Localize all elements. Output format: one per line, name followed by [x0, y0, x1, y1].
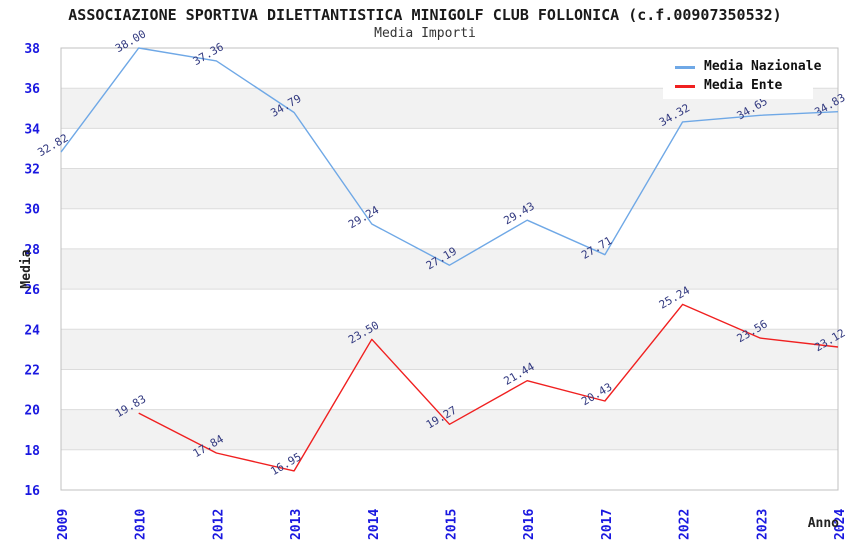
svg-text:16: 16	[24, 484, 40, 499]
series-line-0	[60, 47, 839, 266]
series-line-1	[138, 303, 839, 472]
svg-text:2009: 2009	[56, 509, 71, 540]
svg-text:30: 30	[24, 203, 40, 218]
svg-text:2022: 2022	[678, 509, 693, 540]
y-axis-ticks: 16 18 20 22 24 26 28 30 32 34 36 38	[24, 42, 40, 499]
svg-text:26: 26	[24, 283, 40, 298]
legend-label: Media Ente	[704, 78, 783, 93]
x-axis-title: Anno	[808, 516, 839, 531]
svg-text:38: 38	[24, 42, 40, 57]
svg-text:36: 36	[24, 82, 40, 97]
svg-text:18: 18	[24, 444, 40, 459]
svg-text:34: 34	[24, 122, 40, 137]
svg-text:2016: 2016	[522, 509, 537, 540]
svg-text:32: 32	[24, 163, 40, 178]
svg-text:2023: 2023	[755, 509, 770, 540]
svg-text:2012: 2012	[211, 509, 226, 540]
svg-text:24: 24	[24, 323, 40, 338]
chart-subtitle: Media Importi	[374, 26, 476, 41]
media-ente-line-swatch	[675, 84, 695, 88]
plot-frame	[60, 47, 839, 491]
svg-text:22: 22	[24, 364, 40, 379]
legend: Media Nazionale Media Ente	[663, 54, 821, 99]
plot-bands	[61, 48, 838, 490]
y-axis-title: Media	[19, 249, 34, 288]
svg-text:2017: 2017	[600, 509, 615, 540]
x-axis-ticks: 2009 2010 2012 2013 2014 2015 2016 2017 2022 2023…	[56, 509, 848, 540]
svg-text:2014: 2014	[367, 509, 382, 540]
svg-text:2010: 2010	[134, 509, 149, 540]
svg-text:2013: 2013	[289, 509, 304, 540]
chart-title: ASSOCIAZIONE SPORTIVA DILETTANTISTICA MI…	[68, 6, 782, 24]
svg-text:2015: 2015	[445, 509, 460, 540]
legend-item-media-nazionale: Media Nazionale	[663, 60, 821, 74]
svg-text:2024: 2024	[833, 509, 848, 540]
svg-text:28: 28	[24, 243, 40, 258]
legend-item-media-ente: Media Ente	[663, 79, 813, 93]
legend-label: Media Nazionale	[704, 59, 822, 74]
svg-text:20: 20	[24, 404, 40, 419]
media-nazionale-line-swatch	[675, 65, 695, 69]
